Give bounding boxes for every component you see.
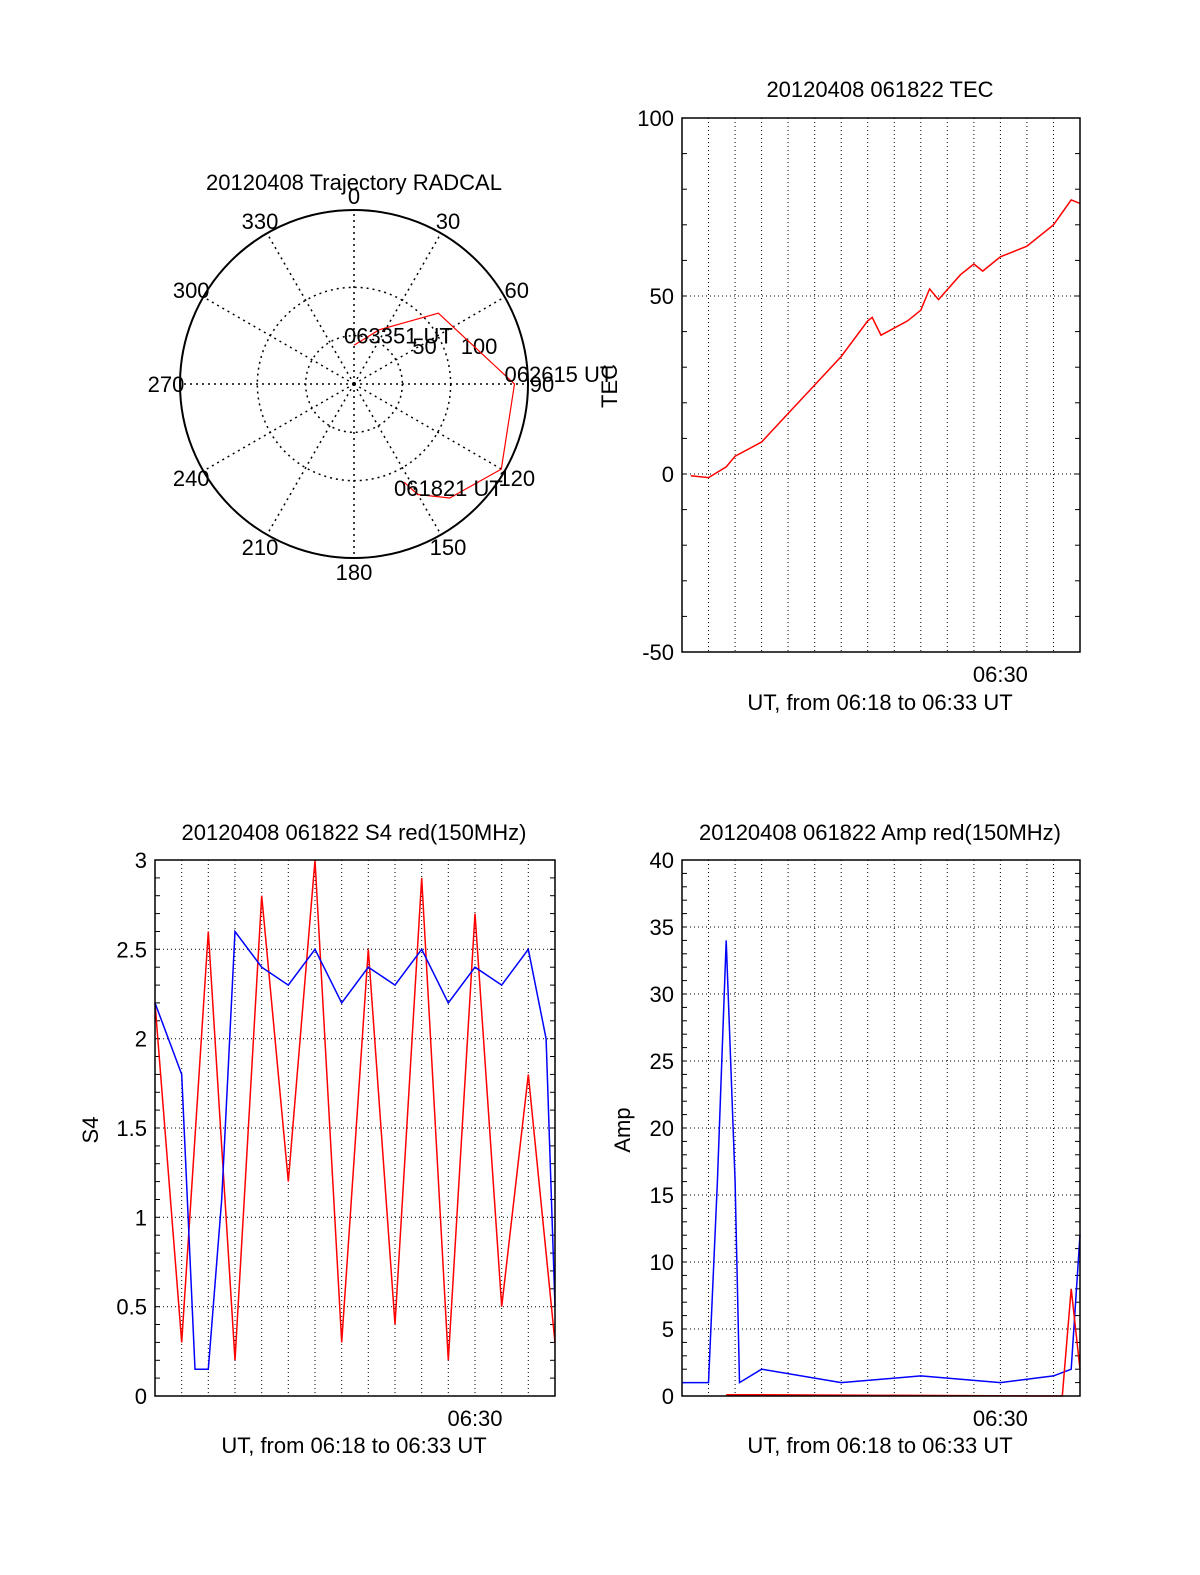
polar-angle-label: 60: [505, 278, 529, 303]
tec-x-axis-label: UT, from 06:18 to 06:33 UT: [747, 690, 1012, 715]
polar-spoke: [353, 383, 506, 472]
polar-angle-label: 30: [436, 209, 460, 234]
amp-x-axis-label: UT, from 06:18 to 06:33 UT: [747, 1433, 1012, 1458]
tec-series-line: [690, 198, 1081, 479]
polar-angle-label: 240: [173, 466, 210, 491]
amp-y-tick-label: 20: [650, 1116, 674, 1141]
s4-title: 20120408 061822 S4 red(150MHz): [182, 820, 527, 845]
s4-x-axis-label: UT, from 06:18 to 06:33 UT: [221, 1433, 486, 1458]
amp-y-tick-label: 0: [662, 1384, 674, 1409]
s4-y-axis-label: S4: [78, 1117, 103, 1144]
s4-series-line: [154, 929, 556, 1370]
tec-y-tick-label: 100: [637, 106, 674, 131]
s4-grid: [155, 859, 555, 1397]
polar-angle-label: 90: [530, 372, 554, 397]
tec-frame: [681, 117, 1081, 653]
polar-spoke: [202, 383, 355, 472]
amp-grid: [682, 859, 1080, 1397]
polar-angle-label: 120: [498, 466, 535, 491]
polar-angle-label: 330: [242, 209, 279, 234]
polar-angle-label: 210: [242, 535, 279, 560]
tec-y-tick-label: 0: [662, 462, 674, 487]
amp-y-tick-label: 10: [650, 1250, 674, 1275]
polar-time-label: 062615 UT: [505, 362, 614, 387]
tec-plot: 20120408 061822 TEC UT, from 06:18 to 06…: [597, 77, 1081, 715]
tec-y-tick-label: -50: [642, 640, 674, 665]
amp-y-tick-label: 30: [650, 982, 674, 1007]
polar-title: 20120408 Trajectory RADCAL: [206, 170, 502, 195]
polar-time-label: 063351 UT: [344, 323, 453, 348]
polar-spoke: [353, 232, 442, 385]
tec-y-tick-label: 50: [650, 284, 674, 309]
amp-series-line: [682, 940, 1081, 1384]
polar-angle-label: 270: [148, 372, 185, 397]
amp-title: 20120408 061822 Amp red(150MHz): [699, 820, 1061, 845]
s4-frame: [154, 859, 556, 1397]
s4-y-tick-label: 3: [135, 848, 147, 873]
polar-angle-label: 0: [348, 184, 360, 209]
polar-time-label: 061821 UT: [394, 476, 503, 501]
amp-y-tick-label: 5: [662, 1317, 674, 1342]
tec-y-axis-label: TEC: [597, 364, 622, 408]
s4-y-tick-label: 0: [135, 1384, 147, 1409]
amp-y-tick-label: 15: [650, 1183, 674, 1208]
polar-outer-circle: [179, 209, 529, 559]
polar-spoke: [266, 232, 355, 385]
amp-y-tick-label: 35: [650, 915, 674, 940]
s4-y-tick-label: 2: [135, 1027, 147, 1052]
amp-plot: 20120408 061822 Amp red(150MHz) UT, from…: [610, 820, 1081, 1458]
amp-frame: [681, 859, 1081, 1397]
polar-spoke: [266, 383, 355, 536]
polar-angle-label: 150: [430, 535, 467, 560]
tec-title: 20120408 061822 TEC: [766, 77, 993, 102]
polar-radius-label: 50: [412, 334, 436, 359]
tec-grid: [682, 117, 1080, 653]
polar-spoke: [202, 296, 355, 385]
amp-x-tick-label: 06:30: [973, 1406, 1028, 1431]
polar-trajectory-line: [353, 312, 516, 499]
amp-y-tick-label: 40: [650, 848, 674, 873]
s4-y-tick-label: 1.5: [116, 1116, 147, 1141]
polar-spoke: [353, 296, 506, 385]
s4-series-line: [154, 859, 556, 1361]
polar-spoke: [353, 383, 442, 536]
s4-x-tick-label: 06:30: [447, 1406, 502, 1431]
polar-trajectory-plot: 20120408 Trajectory RADCAL 0 30 60 90 120 150…: [148, 170, 614, 585]
s4-plot: 20120408 061822 S4 red(150MHz) UT, from …: [78, 820, 556, 1458]
amp-y-tick-label: 25: [650, 1049, 674, 1074]
amp-y-axis-label: Amp: [610, 1107, 635, 1152]
polar-angle-label: 180: [336, 560, 373, 585]
s4-y-tick-label: 1: [135, 1205, 147, 1230]
polar-angle-label: 300: [173, 278, 210, 303]
tec-x-tick-label: 06:30: [973, 662, 1028, 687]
s4-y-tick-label: 0.5: [116, 1295, 147, 1320]
s4-y-tick-label: 2.5: [116, 937, 147, 962]
polar-radius-label: 100: [461, 334, 498, 359]
